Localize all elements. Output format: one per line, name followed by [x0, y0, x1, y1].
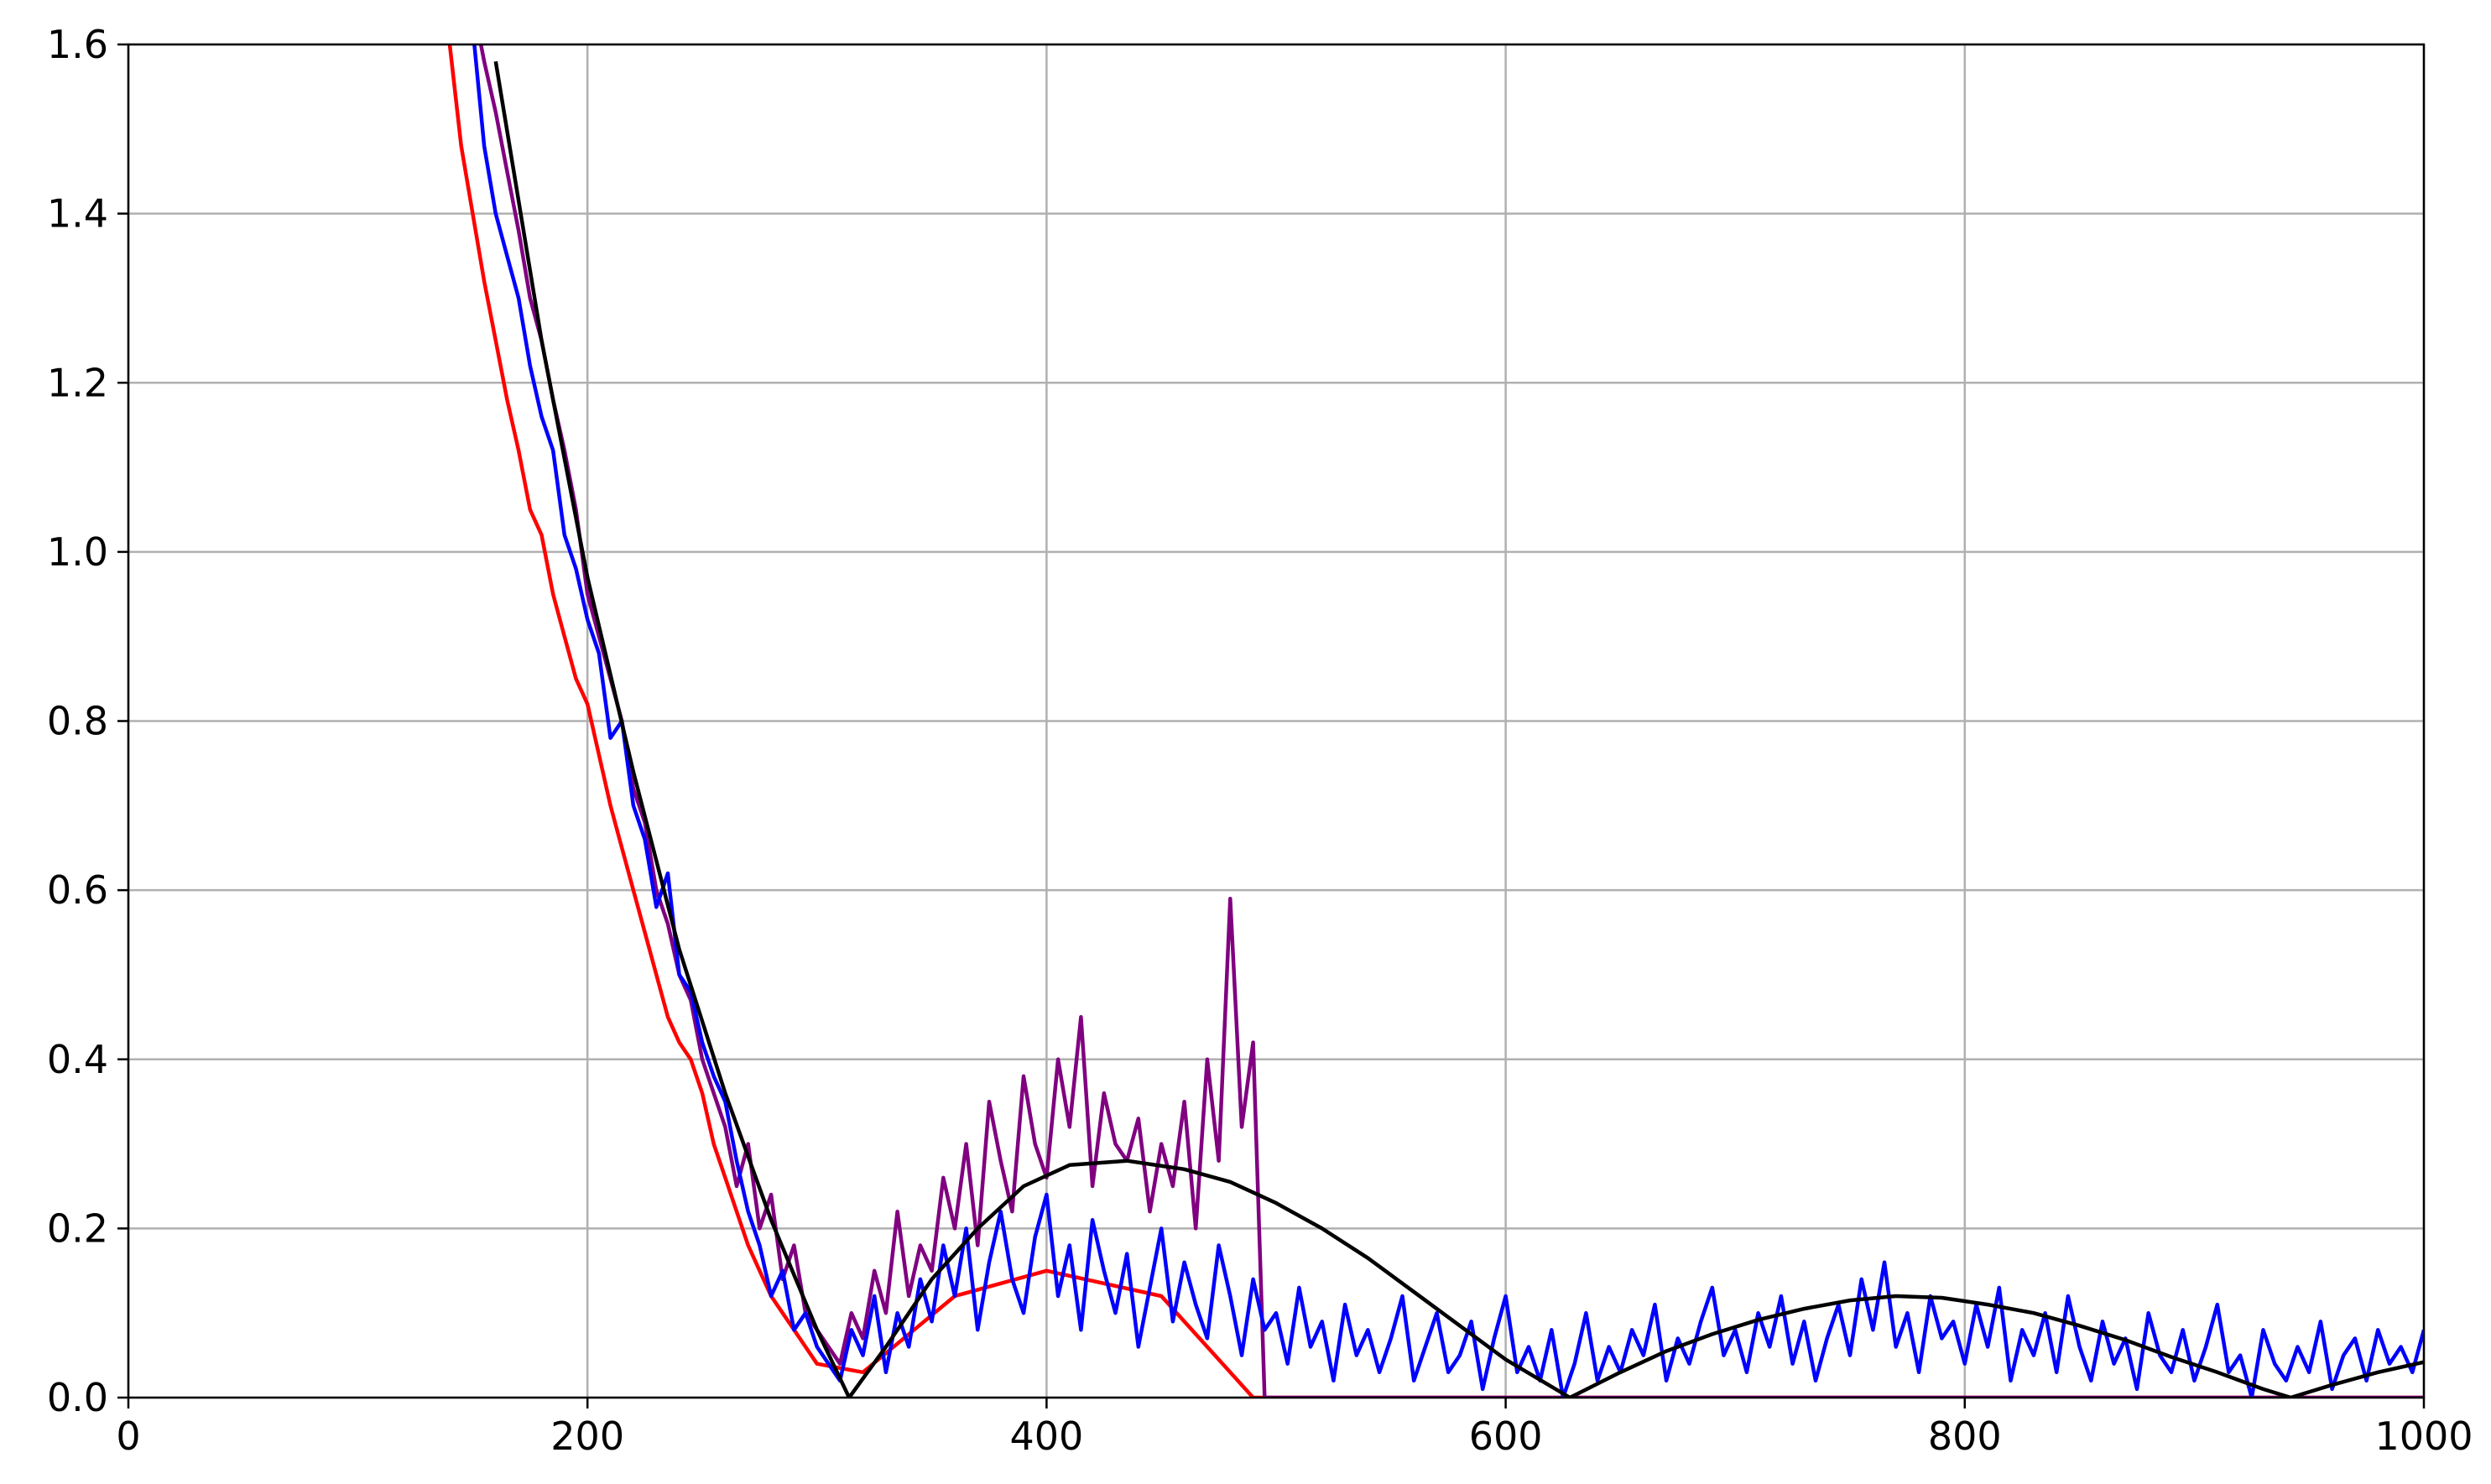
data-line	[493, 60, 2424, 1398]
x-tick-label: 1000	[2374, 1414, 2473, 1459]
y-tick-label: 1.6	[47, 22, 108, 67]
x-tick-label: 0	[116, 1414, 140, 1459]
y-tick-label: 1.4	[47, 191, 108, 237]
y-tick-label: 0.0	[47, 1375, 108, 1420]
x-tick-label: 200	[550, 1414, 624, 1459]
y-tick-label: 0.6	[47, 867, 108, 913]
data-line	[478, 44, 2424, 1398]
x-tick-label: 800	[1928, 1414, 2002, 1459]
y-tick-label: 0.2	[47, 1205, 108, 1251]
grid	[127, 43, 2426, 1399]
y-tick-label: 0.8	[47, 699, 108, 744]
y-tick-label: 1.0	[47, 529, 108, 575]
ticks: 0 200 400 600 800 1000 0.0 0.2 0.4 0.6 0.8 1.0 1.2 1.…	[47, 22, 2473, 1459]
data-line	[472, 44, 2424, 1398]
y-tick-label: 0.4	[47, 1037, 108, 1082]
x-tick-label: 400	[1009, 1414, 1083, 1459]
plot-area	[447, 44, 2424, 1398]
data-line	[447, 44, 2424, 1398]
y-tick-label: 1.2	[47, 360, 108, 405]
x-tick-label: 600	[1469, 1414, 1543, 1459]
